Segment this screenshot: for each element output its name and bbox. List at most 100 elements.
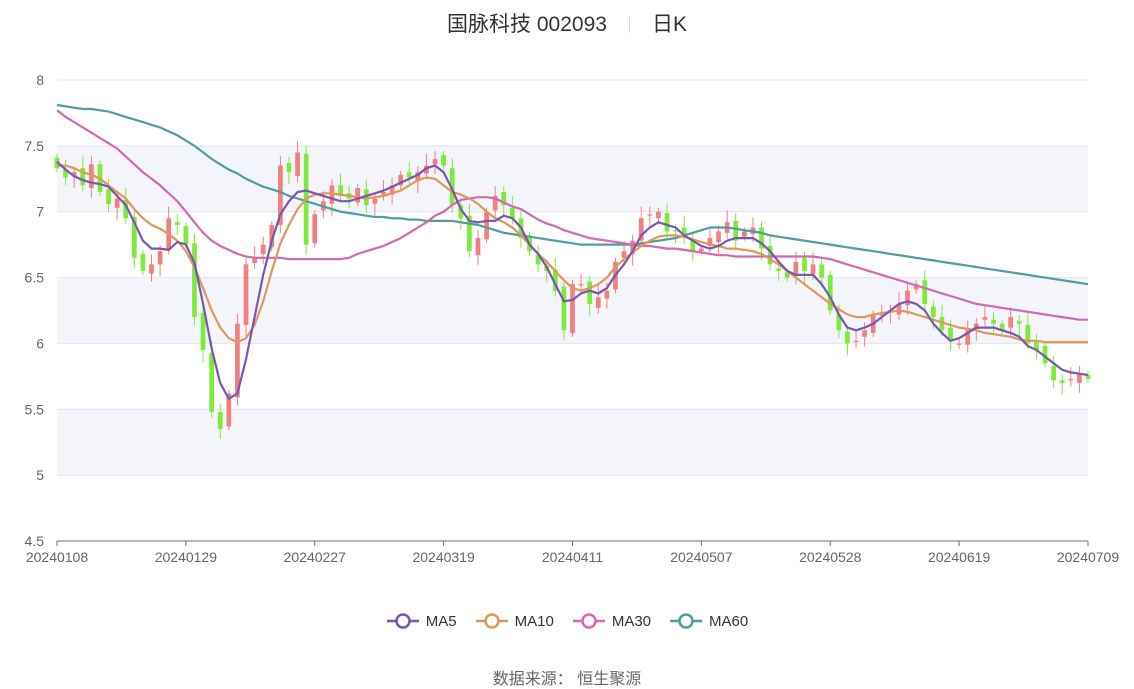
- candle-body: [836, 314, 842, 331]
- ma30-swatch-circle: [581, 613, 597, 629]
- candle-body: [759, 227, 764, 249]
- x-tick-label: 20240319: [412, 549, 475, 565]
- ma60-line: [56, 103, 1089, 286]
- candles: [54, 140, 1091, 439]
- ma5-swatch-icon: [386, 613, 419, 629]
- candle-body: [381, 191, 386, 195]
- data-source: 数据来源： 恒生聚源: [492, 671, 642, 688]
- candle-body: [252, 257, 257, 264]
- candle-body: [707, 238, 713, 246]
- candle-body: [793, 261, 799, 277]
- candle-body: [776, 268, 782, 271]
- x-tick-label: 20240227: [284, 549, 347, 565]
- ma5-swatch-circle: [395, 613, 411, 629]
- candle-body: [604, 290, 610, 299]
- x-tick-label: 20240709: [1057, 549, 1120, 565]
- candle-body: [389, 185, 395, 195]
- y-tick-label: 7: [36, 204, 44, 220]
- y-tick-label: 4.5: [25, 533, 45, 549]
- candle-body: [552, 269, 558, 291]
- candle-body: [741, 231, 747, 237]
- candle-body: [509, 207, 515, 219]
- candle-body: [406, 172, 412, 178]
- candle-body: [948, 327, 953, 341]
- legend-item-ma10[interactable]: MA10: [475, 612, 554, 630]
- chart-title: 国脉科技 002093 日K: [0, 8, 1134, 38]
- ma10-swatch-icon: [475, 613, 508, 629]
- candle-body: [192, 243, 197, 318]
- legend-label-ma30: MA30: [611, 612, 652, 630]
- candle-body: [1008, 317, 1014, 328]
- stock-name: 国脉科技 002093: [447, 13, 607, 36]
- candle-body: [965, 330, 971, 345]
- y-tick-label: 7.5: [25, 138, 45, 154]
- candle-body: [467, 215, 472, 252]
- legend-label-ma5: MA5: [425, 612, 457, 630]
- candle-body: [484, 211, 489, 240]
- title-separator: [628, 17, 630, 34]
- candle-body: [329, 185, 335, 204]
- candle-body: [200, 313, 206, 351]
- x-tick-label: 20240507: [670, 549, 733, 565]
- x-axis: 20240108 20240129 20240227 20240319 20240411…: [26, 540, 1120, 565]
- candle-body: [1068, 378, 1074, 381]
- candle-body: [217, 411, 223, 430]
- candle-body: [845, 331, 850, 344]
- candle-body: [278, 165, 283, 225]
- candle-body: [372, 198, 378, 204]
- candle-body: [681, 227, 687, 239]
- candle-body: [157, 251, 163, 265]
- candle-body: [140, 253, 146, 271]
- candle-body: [1016, 321, 1022, 324]
- candle-body: [621, 251, 627, 258]
- candle-body: [862, 330, 867, 337]
- x-tick-label: 20240619: [928, 549, 991, 565]
- candle-body: [1077, 373, 1082, 383]
- candle-body: [630, 240, 636, 254]
- candle-body: [690, 240, 696, 252]
- legend-item-ma30[interactable]: MA30: [572, 612, 651, 630]
- legend-item-ma60[interactable]: MA60: [669, 612, 748, 630]
- x-tick-label: 20240411: [542, 549, 603, 565]
- candle-body: [312, 214, 318, 244]
- legend: MA5 MA10 MA30 MA60: [0, 612, 1134, 630]
- candle-body: [784, 272, 790, 278]
- candle-body: [879, 314, 885, 316]
- ma10-line: [57, 164, 1088, 344]
- legend-label-ma10: MA10: [514, 612, 554, 630]
- x-tick-label: 20240129: [155, 549, 218, 565]
- candle-body: [355, 188, 361, 203]
- candle-body: [570, 284, 575, 333]
- moving-average-lines: [56, 103, 1089, 400]
- candle-body: [363, 189, 369, 206]
- candle-body: [475, 238, 481, 256]
- candle-body: [295, 152, 300, 177]
- candle-body: [939, 317, 945, 331]
- candle-body: [89, 164, 94, 189]
- y-tick-label: 5: [36, 467, 44, 483]
- legend-label-ma60: MA60: [709, 612, 749, 630]
- legend-item-ma5[interactable]: MA5: [386, 612, 457, 630]
- candle-body: [106, 189, 111, 204]
- ma60-swatch-icon: [670, 613, 703, 629]
- candle-body: [973, 323, 979, 329]
- ma30-swatch-icon: [572, 613, 605, 629]
- candle-body: [114, 198, 120, 208]
- candle-body: [802, 257, 807, 271]
- candle-body: [913, 284, 919, 290]
- candle-body: [123, 199, 129, 219]
- candle-body: [183, 226, 189, 245]
- candle-body: [441, 155, 446, 166]
- y-tick-label: 8: [36, 72, 44, 88]
- candle-body: [1042, 346, 1048, 364]
- period-label: 日K: [651, 13, 687, 36]
- ma30-line: [56, 109, 1088, 321]
- candle-body: [260, 244, 266, 254]
- candle-body: [80, 168, 86, 186]
- candle-body: [930, 306, 936, 318]
- candle-body: [638, 218, 644, 241]
- candle-body: [492, 195, 498, 211]
- candle-body: [999, 323, 1005, 331]
- candle-body: [286, 162, 292, 173]
- candle-body: [664, 213, 670, 232]
